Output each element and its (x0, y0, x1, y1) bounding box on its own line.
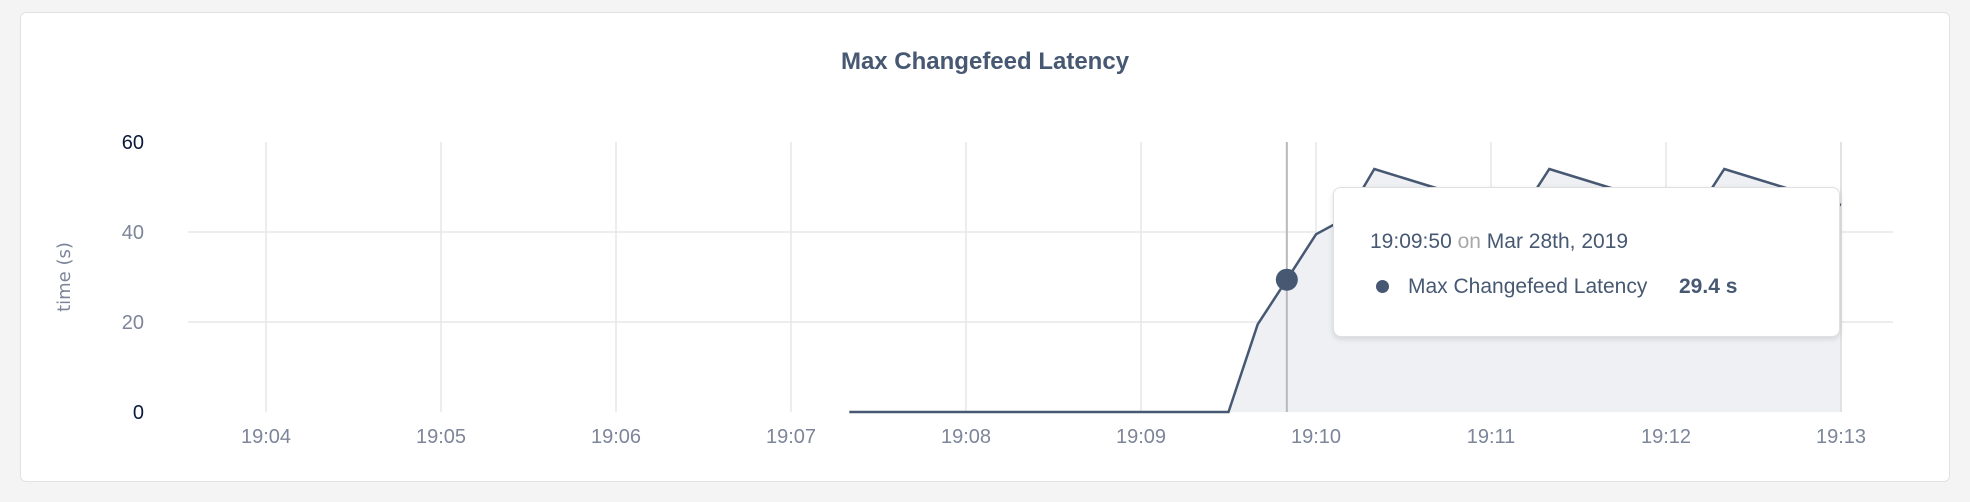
tooltip-value: 29.4 s (1679, 275, 1738, 298)
y-axis-label: time (s) (54, 242, 75, 312)
tooltip-on: on (1457, 230, 1481, 253)
x-tick-label: 19:12 (1641, 426, 1691, 448)
chart-tooltip: 19:09:50 on Mar 28th, 2019 Max Changefee… (1333, 187, 1840, 337)
series-color-dot-icon (1376, 280, 1389, 293)
chart-title: Max Changefeed Latency (840, 48, 1130, 75)
x-tick-label: 19:06 (591, 426, 641, 448)
x-tick-label: 19:10 (1291, 426, 1341, 448)
tooltip-time: 19:09:50 (1370, 230, 1452, 253)
x-tick-label: 19:04 (241, 426, 291, 448)
y-tick-label: 40 (122, 222, 144, 244)
x-tick-label: 19:08 (941, 426, 991, 448)
x-tick-label: 19:07 (766, 426, 816, 448)
x-tick-label: 19:13 (1816, 426, 1866, 448)
y-tick-label: 0 (133, 402, 144, 424)
y-tick-label: 60 (122, 132, 144, 154)
x-tick-label: 19:11 (1467, 426, 1516, 448)
x-tick-label: 19:09 (1116, 426, 1166, 448)
tooltip-series-name: Max Changefeed Latency (1408, 275, 1648, 298)
y-tick-label: 20 (122, 312, 144, 334)
x-tick-label: 19:05 (416, 426, 466, 448)
hover-point (1275, 268, 1298, 291)
tooltip-date: Mar 28th, 2019 (1486, 230, 1629, 253)
